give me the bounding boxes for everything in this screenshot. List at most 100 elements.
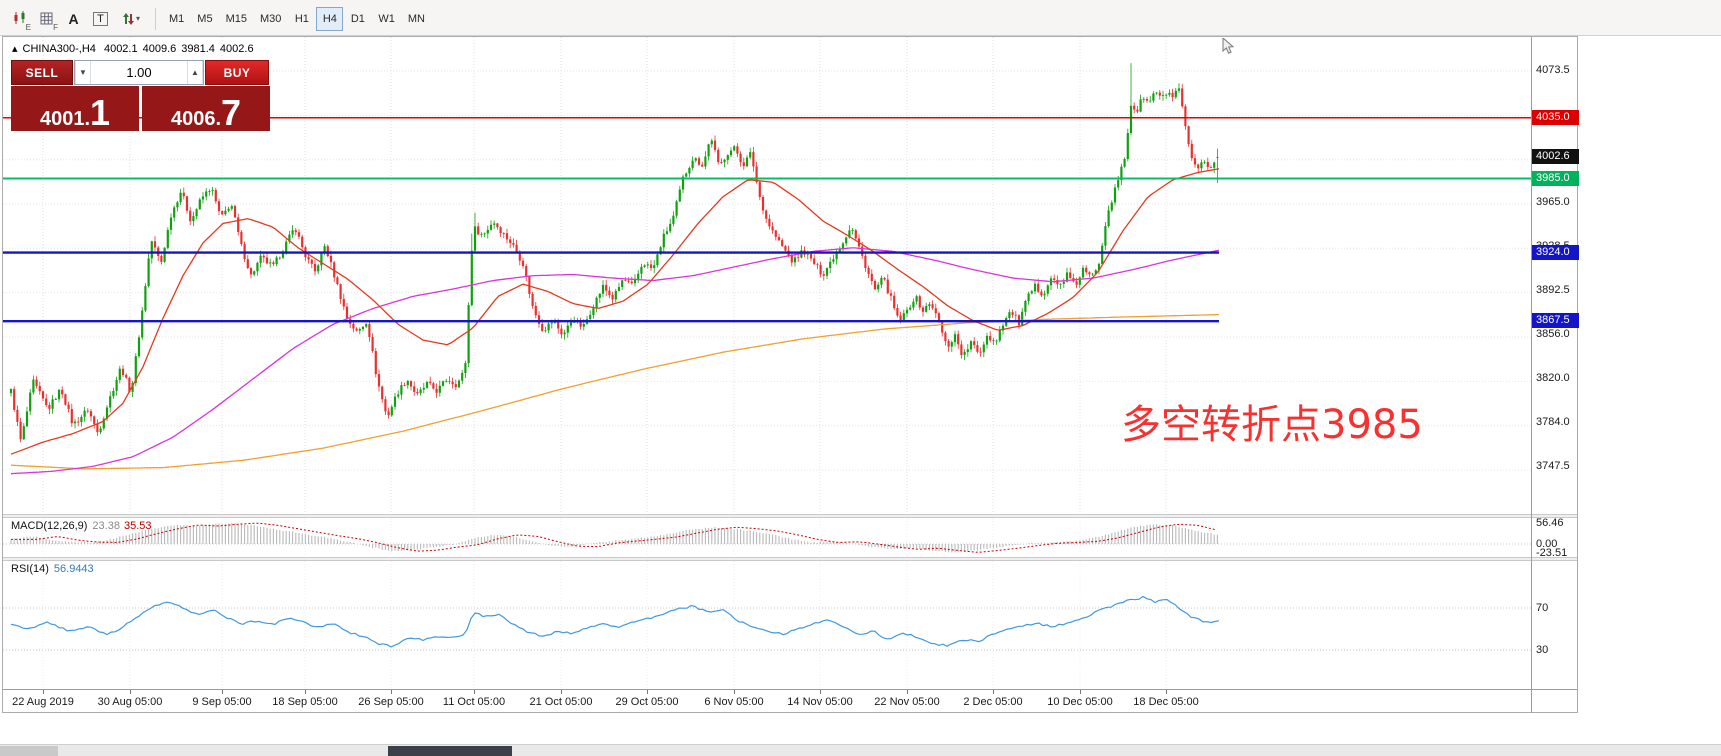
price-tick: 3856.0: [1536, 328, 1570, 341]
timeframe-m1[interactable]: M1: [169, 12, 185, 25]
price-badge: 3867.5: [1532, 313, 1579, 329]
rsi-indicator-panel[interactable]: [3, 561, 1531, 689]
ohlc-open: 4002.1: [103, 43, 138, 55]
timeframe-mn[interactable]: MN: [407, 12, 425, 25]
volume-decrease-arrow[interactable]: ▼: [75, 61, 91, 84]
macd-signal-value: 35.53: [123, 520, 152, 532]
date-tick: [474, 690, 475, 694]
price-badge: 4002.6: [1532, 149, 1579, 165]
date-label: 9 Sep 05:00: [192, 696, 252, 708]
timeframe-m5[interactable]: M5: [197, 12, 213, 25]
timeframe-h4[interactable]: H4: [316, 6, 344, 31]
rsi-line: [10, 595, 1220, 648]
volume-stepper[interactable]: ▼ 1.00 ▲: [74, 60, 204, 85]
date-label: 22 Nov 05:00: [874, 696, 940, 708]
date-tick: [561, 690, 562, 694]
macd-indicator-panel[interactable]: [3, 518, 1531, 557]
sell-price-big-digit: 1: [90, 92, 111, 133]
icon-sub-label: E: [25, 23, 31, 32]
volume-increase-arrow[interactable]: ▲: [187, 61, 203, 84]
panel-splitter-macd[interactable]: [3, 514, 1577, 518]
mouse-cursor-icon: [1222, 38, 1235, 54]
date-tick: [222, 690, 223, 694]
date-tick: [907, 690, 908, 694]
macd-label: MACD(12,26,9) 23.38 35.53: [11, 520, 151, 532]
date-label: 6 Nov 05:00: [704, 696, 764, 708]
date-label: 30 Aug 05:00: [97, 696, 163, 708]
date-label: 26 Sep 05:00: [358, 696, 424, 708]
sell-button[interactable]: SELL: [11, 60, 73, 85]
date-label: 21 Oct 05:00: [529, 696, 593, 708]
text-tool-icon[interactable]: T: [87, 6, 114, 31]
timeframe-w1[interactable]: W1: [378, 12, 395, 25]
timeframe-toolbar: M1 M5 M15 M30 H1 H4 D1 W1 MN: [163, 6, 431, 31]
price-tick: 3965.0: [1536, 195, 1570, 208]
ma-fast-red: [10, 168, 1220, 455]
toolbar-separator: [155, 7, 156, 30]
date-label: 18 Sep 05:00: [272, 696, 338, 708]
rsi-axis-value: 30: [1536, 644, 1549, 656]
buy-price-display[interactable]: 4006. 7: [142, 86, 270, 133]
timeframe-m15[interactable]: M15: [225, 12, 247, 25]
date-label: 11 Oct 05:00: [442, 696, 506, 708]
timeframe-d1[interactable]: D1: [350, 12, 365, 25]
ma-medium-magenta: [10, 247, 1220, 475]
macd-axis-value: 56.46: [1536, 516, 1564, 529]
chart-annotation-text[interactable]: 多空转折点3985: [1121, 402, 1423, 448]
macd-name: MACD(12,26,9): [11, 520, 88, 532]
price-tick: 3892.5: [1536, 283, 1570, 296]
rsi-name: RSI(14): [11, 563, 49, 575]
price-tick: 4073.5: [1536, 64, 1570, 76]
volume-value[interactable]: 1.00: [126, 65, 152, 80]
price-badge: 3985.0: [1532, 170, 1579, 186]
label-tool-icon[interactable]: A: [68, 10, 79, 27]
date-label: 2 Dec 05:00: [963, 696, 1023, 708]
taskbar-left-fragment: [0, 746, 58, 756]
top-toolbar: E F A T ▾ M1 M5 M15 M30 H1 H4 D1 W1 MN: [0, 0, 1721, 36]
chart-window: ▴ CHINA300-,H4 4002.1 4009.6 3981.4 4002.6 S…: [2, 36, 1579, 713]
macd-axis-value: 0.00: [1536, 538, 1558, 550]
grid-icon[interactable]: F: [33, 6, 60, 32]
date-tick: [391, 690, 392, 694]
rsi-label: RSI(14) 56.9443: [11, 563, 94, 575]
price-tick: 3784.0: [1536, 415, 1570, 428]
sell-price-display[interactable]: 4001. 1: [11, 86, 139, 133]
price-axis[interactable]: 4073.53965.03928.53892.53856.03820.03784…: [1531, 37, 1579, 713]
timeframe-m30[interactable]: M30: [259, 12, 282, 25]
date-tick: [130, 690, 131, 694]
date-tick: [647, 690, 648, 694]
date-label: 10 Dec 05:00: [1047, 696, 1113, 708]
ohlc-low: 3981.4: [181, 43, 215, 55]
ohlc-close: 4002.6: [219, 43, 254, 55]
buy-price-big-digit: 7: [221, 92, 242, 133]
timeframe-h1[interactable]: H1: [294, 12, 309, 25]
chevron-down-icon: ▾: [135, 14, 140, 23]
grid-glyph: [40, 12, 52, 25]
chart-symbol-header: ▴ CHINA300-,H4 4002.1 4009.6 3981.4 4002.6: [12, 42, 259, 55]
date-tick: [1166, 690, 1167, 694]
arrows-tool-icon[interactable]: ▾: [114, 6, 148, 31]
date-tick: [734, 690, 735, 694]
price-tick: 3747.5: [1536, 460, 1570, 472]
collapse-marker-icon[interactable]: ▴: [12, 43, 18, 55]
macd-main-value: 23.38: [92, 520, 120, 532]
buy-price-main: 4006.: [170, 108, 222, 130]
icon-sub-label: F: [53, 23, 58, 32]
date-tick: [820, 690, 821, 694]
ma-slow-orange: [10, 313, 1220, 470]
candlestick-glyph: [14, 11, 24, 24]
date-label: 22 Aug 2019: [12, 696, 74, 708]
buy-button[interactable]: BUY: [205, 60, 269, 85]
price-tick: 3820.0: [1536, 371, 1570, 384]
arrows-glyph: [122, 12, 134, 25]
macd-axis-value: -23.51: [1536, 546, 1568, 559]
date-tick: [43, 690, 44, 694]
rsi-value: 56.9443: [53, 563, 94, 575]
panel-splitter-rsi[interactable]: [3, 557, 1577, 561]
price-badge: 4035.0: [1532, 109, 1579, 125]
date-axis[interactable]: 22 Aug 2019 30 Aug 05:00 9 Sep 05:00 18 Sep…: [3, 689, 1577, 713]
date-tick: [1080, 690, 1081, 694]
date-label: 14 Nov 05:00: [787, 696, 853, 708]
candlestick-chart-icon[interactable]: E: [6, 6, 33, 32]
date-tick: [993, 690, 994, 694]
